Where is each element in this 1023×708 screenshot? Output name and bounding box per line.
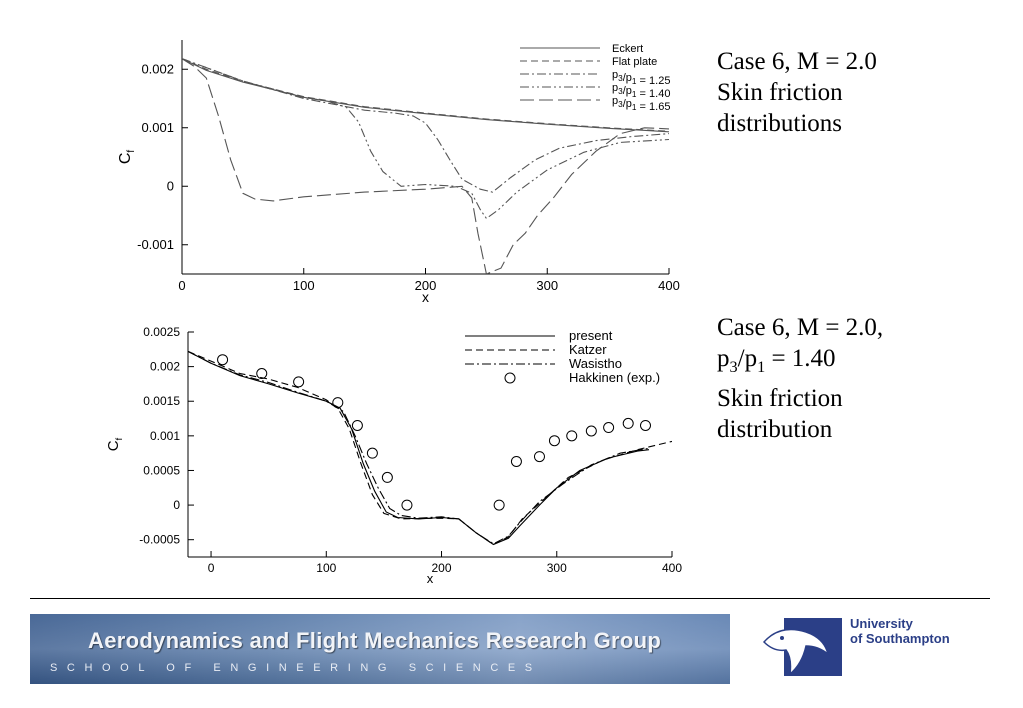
chart-bottom-x-tick-label: 400 [662,561,682,575]
banner-title: Aerodynamics and Flight Mechanics Resear… [88,628,662,653]
banner-shading [30,614,730,684]
caption-bottom-line-3: Skin friction [717,385,843,412]
caption-pressure-ratio: p3/p1 = 1.40 [717,345,836,376]
chart-top-x-tick-label: 0 [178,278,185,293]
chart-bottom-series-present-legend-label: present [569,328,613,343]
chart-bottom-series-wasistho-legend-label: Wasistho [569,356,622,371]
university-name: University of Southampton [850,616,950,646]
caption-bottom-line-2: p3/p1 = 1.40 [717,343,883,383]
chart-bottom-x-tick-label: 300 [547,561,567,575]
chart-bottom-x-tick-label: 0 [208,561,215,575]
chart-bottom-series-katzer-line [188,350,672,546]
chart-bottom-series-hakkinen-exp-marker [603,422,615,434]
chart-top-y-tick-label: 0 [167,178,174,193]
caption-top-line-1: Case 6, M = 2.0 [717,48,877,75]
chart-top-y-axis-label: Cf [117,150,137,165]
chart-bottom-series-hakkinen-exp-marker [548,435,560,447]
chart-bottom-series-hakkinen-exp-marker [217,354,229,366]
dolphin-icon [762,628,830,676]
chart-bottom-y-tick-label: 0.0015 [143,394,180,408]
chart-bottom-series-hakkinen-exp-marker [510,455,522,467]
caption-bottom-line-1: Case 6, M = 2.0, [717,314,884,341]
chart-bottom-series-wasistho-line [188,350,650,545]
chart-top-series-p3-p1-1-65-line [182,58,669,274]
chart-bottom-y-tick-label: 0 [173,498,180,512]
chart-bottom-series-present-line [188,350,650,546]
dolphin-eye-icon [780,636,784,640]
chart-bottom-y-tick-label: -0.0005 [139,533,180,547]
caption-top-line-2: Skin friction [717,79,843,106]
university-name-line-1: University [850,616,913,631]
university-name-line-2: of Southampton [850,631,950,646]
chart-bottom-series-hakkinen-exp-marker [401,499,413,511]
caption-bottom-line-4: distribution [717,416,833,443]
chart-bottom-series-hakkinen-exp-marker [366,447,378,459]
chart-bottom-plot-area [188,350,672,546]
chart-top-x-axis-label: x [422,289,429,305]
chart-top-x-tick-label: 300 [536,278,558,293]
chart-bottom-series-hakkinen-exp-marker [639,419,651,431]
university-logo [762,618,842,676]
chart-bottom-y-axis-label: Cf [105,437,124,451]
caption-top-line-3: distributions [717,110,843,137]
chart-bottom-series-hakkinen-exp-marker [585,425,597,437]
banner-subtitle: SCHOOL OF ENGINEERING SCIENCES [50,662,542,674]
chart-bottom-series-hakkinen-exp-marker [566,430,578,442]
chart-bottom-series-hakkinen-exp-marker [622,417,634,429]
chart-top-x-tick-label: 400 [658,278,680,293]
chart-bottom-series-hakkinen-exp-marker [533,451,545,463]
chart-bottom-x-axis-label: x [427,571,434,586]
chart-bottom-x-tick-label: 200 [432,561,452,575]
chart-bottom-series-hakkinen-exp-marker [256,368,268,380]
chart-top-y-tick-label: -0.001 [137,237,174,252]
chart-top-y-tick-label: 0.001 [141,120,174,135]
chart-bottom-y-tick-label: 0.0005 [143,463,180,477]
caption-top: Case 6, M = 2.0 Skin friction distributi… [717,46,877,139]
chart-bottom: 0 100 200 300 400 -0.0005 0 0.0005 0.001 0.0015 0.… [105,325,682,586]
chart-top-series-p3-p1-1-25-line [182,58,669,193]
caption-bottom: Case 6, M = 2.0, p3/p1 = 1.40 Skin frict… [717,312,883,445]
chart-top-series-flat-plate-legend-label: Flat plate [612,56,657,68]
chart-bottom-series-hakkinen-exp-marker [293,376,305,388]
chart-top-series-flat-plate-line [182,58,669,132]
chart-bottom-x-tick-label: 100 [316,561,336,575]
research-group-banner: Aerodynamics and Flight Mechanics Resear… [30,614,730,684]
chart-bottom-series-hakkinen-exp-marker [493,499,505,511]
chart-top-series-eckert-legend-label: Eckert [612,43,643,55]
chart-bottom-series-hakkinen-exp-legend-marker [504,372,516,384]
chart-bottom-y-tick-label: 0.001 [150,429,180,443]
chart-top-x-tick-label: 100 [293,278,315,293]
chart-top-x-tick-label: 200 [415,278,437,293]
chart-bottom-y-tick-label: 0.0025 [143,325,180,339]
chart-top-series-p3-p1-1-65-legend-label: p3/p1 = 1.65 [612,95,670,113]
chart-top-series-p3-p1-1-40-legend-label: p3/p1 = 1.40 [612,82,670,100]
chart-bottom-y-tick-label: 0.002 [150,360,180,374]
chart-top: 0 100 200 300 400 -0.001 0 0.001 0.002 x Cf EckertF… [117,40,680,305]
chart-bottom-series-katzer-legend-label: Katzer [569,342,607,357]
chart-bottom-series-hakkinen-exp-legend-label: Hakkinen (exp.) [569,370,660,385]
chart-bottom-series-hakkinen-exp-marker [351,419,363,431]
chart-bottom-series-hakkinen-exp-marker [381,471,393,483]
chart-bottom-series-hakkinen-exp-marker [332,397,344,409]
chart-top-series-eckert-line [182,58,669,133]
chart-top-series-p3-p1-1-40-line [182,58,669,220]
chart-top-plot-area [182,58,669,274]
chart-top-y-tick-label: 0.002 [141,61,174,76]
chart-top-series-p3-p1-1-25-legend-label: p3/p1 = 1.25 [612,69,670,87]
footer-divider [30,598,990,599]
